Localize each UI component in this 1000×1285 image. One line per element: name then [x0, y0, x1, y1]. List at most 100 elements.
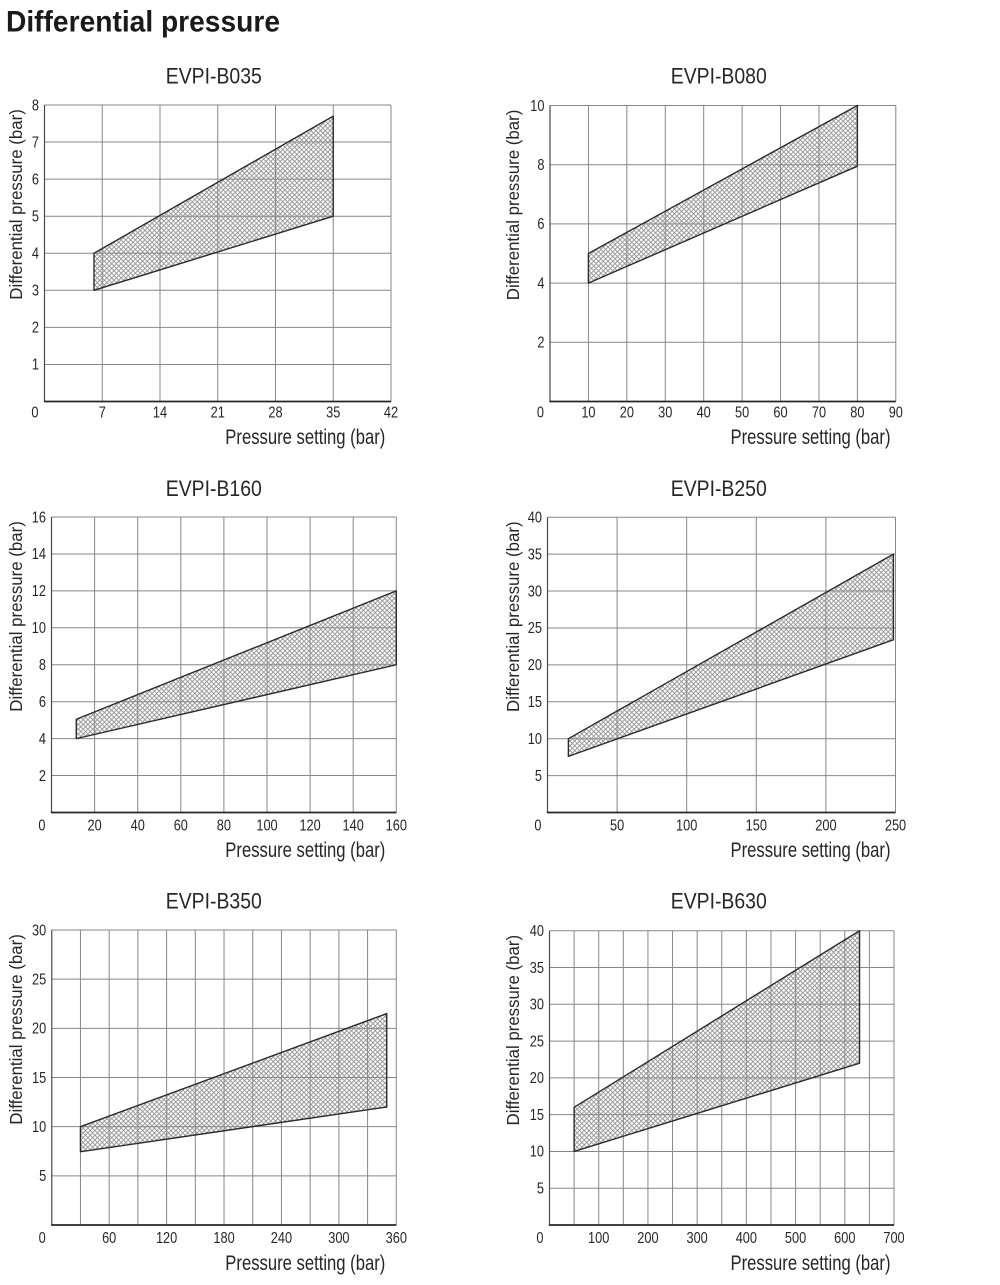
svg-text:6: 6	[39, 694, 46, 711]
svg-text:0: 0	[31, 405, 38, 422]
svg-text:14: 14	[153, 405, 168, 422]
svg-text:40: 40	[131, 818, 145, 835]
svg-text:50: 50	[610, 818, 624, 835]
svg-text:EVPI-B080: EVPI-B080	[671, 64, 767, 89]
svg-text:Differential pressure (bar): Differential pressure (bar)	[6, 521, 26, 712]
svg-text:0: 0	[534, 818, 541, 835]
svg-text:200: 200	[815, 818, 836, 835]
svg-text:20: 20	[528, 657, 542, 674]
svg-text:15: 15	[32, 1070, 46, 1087]
svg-text:4: 4	[537, 275, 545, 292]
svg-text:3: 3	[32, 283, 39, 300]
svg-text:Pressure setting (bar): Pressure setting (bar)	[731, 1252, 891, 1275]
svg-text:0: 0	[38, 818, 45, 835]
svg-text:35: 35	[528, 546, 542, 563]
svg-text:60: 60	[773, 405, 787, 422]
svg-text:120: 120	[156, 1230, 177, 1247]
svg-text:30: 30	[528, 583, 542, 600]
svg-text:40: 40	[528, 510, 542, 527]
svg-text:30: 30	[530, 997, 544, 1014]
svg-text:EVPI-B035: EVPI-B035	[166, 64, 262, 89]
svg-text:Differential pressure (bar): Differential pressure (bar)	[503, 935, 523, 1126]
svg-text:300: 300	[328, 1230, 349, 1247]
svg-text:250: 250	[885, 818, 906, 835]
svg-text:5: 5	[39, 1168, 46, 1185]
svg-text:150: 150	[746, 818, 767, 835]
svg-text:50: 50	[735, 405, 749, 422]
svg-text:20: 20	[530, 1070, 544, 1087]
svg-text:0: 0	[536, 1230, 543, 1247]
svg-text:Differential pressure (bar): Differential pressure (bar)	[503, 521, 523, 712]
svg-text:240: 240	[271, 1230, 292, 1247]
svg-text:400: 400	[736, 1230, 757, 1247]
svg-text:15: 15	[530, 1107, 544, 1124]
svg-text:10: 10	[32, 620, 46, 637]
svg-text:2: 2	[39, 768, 46, 785]
svg-text:10: 10	[530, 98, 544, 115]
svg-text:200: 200	[637, 1230, 658, 1247]
svg-text:20: 20	[88, 818, 102, 835]
svg-text:100: 100	[588, 1230, 609, 1247]
svg-text:40: 40	[530, 923, 544, 940]
svg-text:80: 80	[217, 818, 231, 835]
svg-text:28: 28	[268, 405, 282, 422]
svg-text:14: 14	[32, 546, 47, 563]
svg-text:Differential pressure (bar): Differential pressure (bar)	[6, 109, 26, 300]
svg-text:EVPI-B250: EVPI-B250	[671, 476, 767, 501]
svg-text:300: 300	[686, 1230, 707, 1247]
svg-text:180: 180	[213, 1230, 234, 1247]
svg-text:160: 160	[386, 818, 407, 835]
svg-text:EVPI-B630: EVPI-B630	[671, 889, 767, 914]
svg-text:25: 25	[32, 971, 46, 988]
svg-text:Pressure setting (bar): Pressure setting (bar)	[225, 839, 385, 862]
svg-text:21: 21	[211, 405, 225, 422]
svg-text:10: 10	[530, 1144, 544, 1161]
svg-text:20: 20	[620, 405, 634, 422]
svg-text:EVPI-B160: EVPI-B160	[166, 476, 262, 501]
svg-text:25: 25	[530, 1033, 544, 1050]
svg-text:500: 500	[785, 1230, 806, 1247]
svg-text:Pressure setting (bar): Pressure setting (bar)	[731, 839, 891, 862]
svg-text:60: 60	[102, 1230, 116, 1247]
svg-text:5: 5	[537, 1180, 544, 1197]
svg-text:35: 35	[326, 405, 340, 422]
svg-text:42: 42	[384, 405, 398, 422]
svg-text:Differential pressure (bar): Differential pressure (bar)	[6, 934, 26, 1125]
svg-text:5: 5	[32, 208, 39, 225]
svg-text:1: 1	[32, 357, 39, 374]
svg-text:90: 90	[889, 405, 903, 422]
svg-text:30: 30	[658, 405, 672, 422]
svg-text:7: 7	[32, 134, 39, 151]
svg-text:Pressure setting (bar): Pressure setting (bar)	[225, 426, 385, 449]
svg-text:600: 600	[834, 1230, 855, 1247]
svg-text:Differential pressure (bar): Differential pressure (bar)	[503, 110, 523, 301]
svg-text:4: 4	[39, 731, 47, 748]
svg-text:6: 6	[537, 216, 544, 233]
svg-text:2: 2	[32, 320, 39, 337]
svg-text:30: 30	[32, 922, 46, 939]
svg-text:8: 8	[537, 157, 544, 174]
svg-text:40: 40	[697, 405, 711, 422]
svg-text:100: 100	[676, 818, 697, 835]
svg-text:16: 16	[32, 509, 46, 526]
svg-text:2: 2	[537, 335, 544, 352]
svg-text:10: 10	[581, 405, 595, 422]
svg-text:0: 0	[39, 1230, 46, 1247]
svg-text:60: 60	[174, 818, 188, 835]
svg-text:Pressure setting (bar): Pressure setting (bar)	[731, 426, 891, 449]
svg-text:80: 80	[850, 405, 864, 422]
svg-text:70: 70	[812, 405, 826, 422]
svg-text:10: 10	[32, 1119, 46, 1136]
svg-text:15: 15	[528, 694, 542, 711]
svg-text:Pressure setting (bar): Pressure setting (bar)	[225, 1252, 385, 1275]
svg-text:10: 10	[528, 731, 542, 748]
svg-text:4: 4	[32, 246, 40, 263]
svg-text:5: 5	[535, 768, 542, 785]
svg-text:0: 0	[537, 405, 544, 422]
svg-text:700: 700	[883, 1230, 904, 1247]
svg-text:140: 140	[343, 818, 364, 835]
svg-text:35: 35	[530, 960, 544, 977]
svg-text:12: 12	[32, 583, 46, 600]
svg-text:8: 8	[39, 657, 46, 674]
svg-text:360: 360	[386, 1230, 407, 1247]
